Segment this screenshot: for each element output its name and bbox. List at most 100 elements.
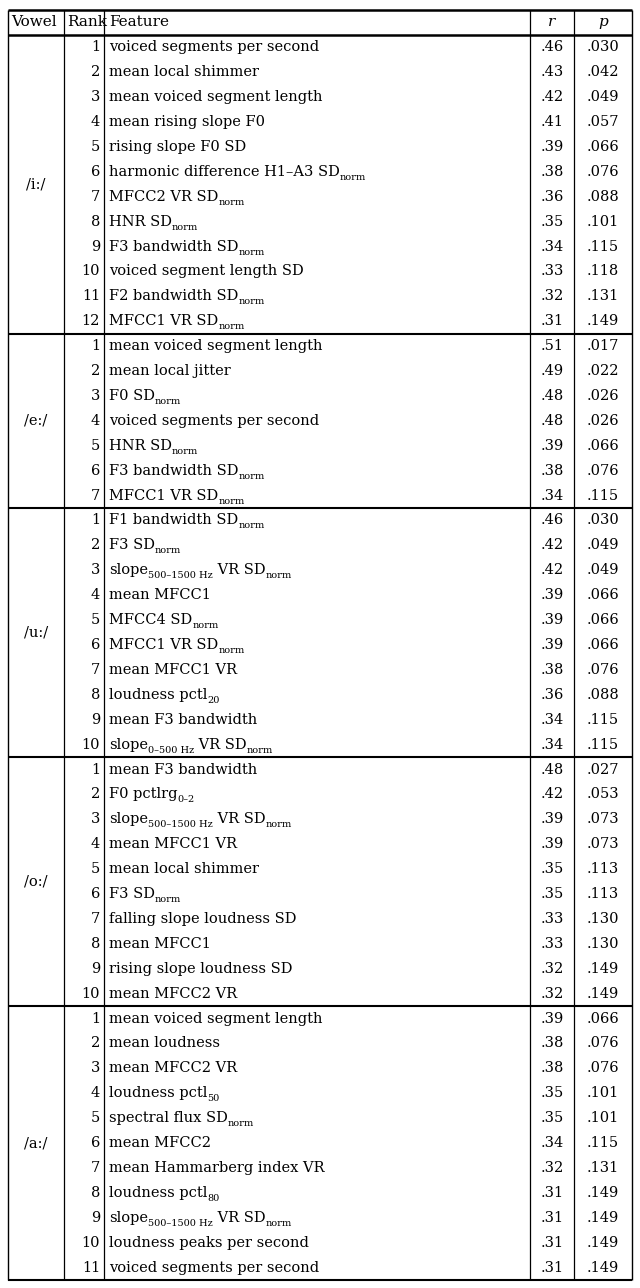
Text: mean loudness: mean loudness (109, 1037, 220, 1051)
Text: .42: .42 (540, 563, 564, 577)
Text: .36: .36 (540, 189, 564, 204)
Text: mean MFCC1 VR: mean MFCC1 VR (109, 663, 237, 677)
Text: .130: .130 (587, 912, 620, 926)
Text: 1: 1 (91, 762, 100, 777)
Text: .43: .43 (540, 66, 564, 80)
Text: 7: 7 (91, 912, 100, 926)
Text: .149: .149 (587, 1235, 619, 1249)
Text: .076: .076 (587, 464, 620, 478)
Text: mean local shimmer: mean local shimmer (109, 862, 259, 876)
Text: 2: 2 (91, 365, 100, 379)
Text: .41: .41 (541, 115, 563, 129)
Text: harmonic difference H1–A3 SD: harmonic difference H1–A3 SD (109, 165, 340, 179)
Text: 9: 9 (91, 962, 100, 976)
Text: norm: norm (238, 298, 264, 307)
Text: mean F3 bandwidth: mean F3 bandwidth (109, 762, 257, 777)
Text: .39: .39 (540, 837, 564, 851)
Text: 4: 4 (91, 589, 100, 603)
Text: .030: .030 (587, 40, 620, 54)
Text: 3: 3 (91, 1061, 100, 1075)
Text: mean voiced segment length: mean voiced segment length (109, 339, 323, 353)
Text: 10: 10 (81, 738, 100, 752)
Text: .076: .076 (587, 1061, 620, 1075)
Text: .066: .066 (587, 439, 620, 453)
Text: mean local jitter: mean local jitter (109, 365, 231, 379)
Text: mean voiced segment length: mean voiced segment length (109, 1011, 323, 1025)
Text: .113: .113 (587, 862, 619, 876)
Text: .088: .088 (587, 688, 620, 702)
Text: 10: 10 (81, 264, 100, 278)
Text: mean local shimmer: mean local shimmer (109, 66, 259, 80)
Text: 7: 7 (91, 663, 100, 677)
Text: 6: 6 (91, 638, 100, 652)
Text: 1: 1 (91, 40, 100, 54)
Text: 3: 3 (91, 563, 100, 577)
Text: 1: 1 (91, 514, 100, 528)
Text: /u:/: /u:/ (24, 626, 48, 640)
Text: .42: .42 (540, 538, 564, 553)
Text: 10: 10 (81, 1235, 100, 1249)
Text: .31: .31 (540, 314, 564, 328)
Text: .34: .34 (540, 1136, 564, 1150)
Text: Feature: Feature (109, 15, 169, 30)
Text: /a:/: /a:/ (24, 1136, 48, 1150)
Text: .131: .131 (587, 290, 619, 304)
Text: .027: .027 (587, 762, 620, 777)
Text: norm: norm (155, 895, 181, 904)
Text: .31: .31 (540, 1261, 564, 1275)
Text: VR SD: VR SD (212, 813, 266, 827)
Text: norm: norm (238, 522, 264, 531)
Text: 5: 5 (91, 439, 100, 453)
Text: voiced segments per second: voiced segments per second (109, 413, 319, 428)
Text: F2 bandwidth SD: F2 bandwidth SD (109, 290, 238, 304)
Text: slope: slope (109, 813, 148, 827)
Text: .149: .149 (587, 314, 619, 328)
Text: voiced segments per second: voiced segments per second (109, 40, 319, 54)
Text: norm: norm (155, 397, 181, 406)
Text: .33: .33 (540, 264, 564, 278)
Text: .118: .118 (587, 264, 619, 278)
Text: rising slope F0 SD: rising slope F0 SD (109, 140, 246, 155)
Text: .101: .101 (587, 1112, 619, 1126)
Text: 7: 7 (91, 189, 100, 204)
Text: .33: .33 (540, 936, 564, 951)
Text: .149: .149 (587, 1211, 619, 1225)
Text: 20: 20 (207, 696, 220, 705)
Text: norm: norm (266, 1218, 292, 1227)
Text: mean MFCC1 VR: mean MFCC1 VR (109, 837, 237, 851)
Text: 6: 6 (91, 464, 100, 478)
Text: .42: .42 (540, 787, 564, 801)
Text: .38: .38 (540, 464, 564, 478)
Text: .042: .042 (587, 66, 620, 80)
Text: 8: 8 (91, 688, 100, 702)
Text: norm: norm (155, 546, 181, 555)
Text: 9: 9 (91, 712, 100, 726)
Text: .076: .076 (587, 165, 620, 179)
Text: slope: slope (109, 738, 148, 752)
Text: .073: .073 (587, 837, 620, 851)
Text: .115: .115 (587, 1136, 619, 1150)
Text: 4: 4 (91, 115, 100, 129)
Text: .053: .053 (587, 787, 620, 801)
Text: norm: norm (228, 1119, 254, 1128)
Text: 2: 2 (91, 787, 100, 801)
Text: voiced segment length SD: voiced segment length SD (109, 264, 304, 278)
Text: 2: 2 (91, 538, 100, 553)
Text: norm: norm (172, 223, 198, 232)
Text: .33: .33 (540, 912, 564, 926)
Text: norm: norm (247, 746, 273, 755)
Text: .35: .35 (540, 215, 564, 229)
Text: .066: .066 (587, 140, 620, 155)
Text: .049: .049 (587, 90, 620, 104)
Text: 0–500 Hz: 0–500 Hz (148, 746, 195, 755)
Text: 2: 2 (91, 1037, 100, 1051)
Text: .073: .073 (587, 813, 620, 827)
Text: .39: .39 (540, 589, 564, 603)
Text: .34: .34 (540, 240, 564, 254)
Text: .38: .38 (540, 1061, 564, 1075)
Text: 11: 11 (82, 1261, 100, 1275)
Text: 500–1500 Hz: 500–1500 Hz (148, 1218, 212, 1227)
Text: 3: 3 (91, 813, 100, 827)
Text: /e:/: /e:/ (24, 413, 47, 428)
Text: .066: .066 (587, 589, 620, 603)
